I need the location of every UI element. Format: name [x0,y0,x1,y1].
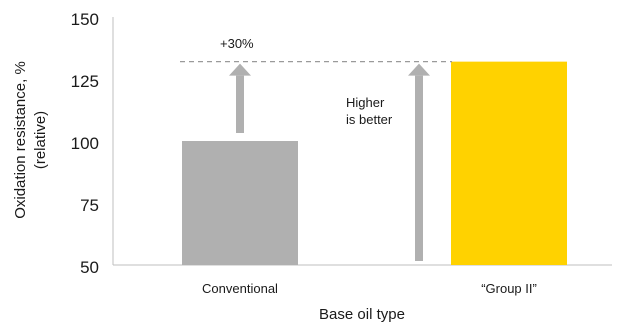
y-tick-label-150: 150 [71,10,99,29]
y-axis-ticks: 50 75 100 125 150 [71,10,99,277]
bar-conventional [182,141,298,265]
x-tick-label-group-ii: “Group II” [481,281,537,296]
bar-group-ii [451,61,567,265]
improvement-arrow-shaft [236,75,244,133]
y-axis-title-line2: (relative) [32,111,49,169]
higher-annotation-line1: Higher [346,95,385,110]
higher-is-better-arrow [408,63,430,261]
y-tick-label-100: 100 [71,134,99,153]
higher-annotation-line2: is better [346,112,393,127]
y-axis-title-line1: Oxidation resistance, % [12,61,29,219]
improvement-arrow [229,63,251,133]
improvement-arrow-head [229,63,251,76]
bars-group [182,61,567,265]
y-tick-label-75: 75 [80,196,99,215]
improvement-annotation: +30% [220,36,254,51]
x-tick-label-conventional: Conventional [202,281,278,296]
y-tick-label-50: 50 [80,258,99,277]
x-axis-title: Base oil type [319,306,405,323]
y-tick-label-125: 125 [71,72,99,91]
higher-is-better-arrow-shaft [415,75,423,261]
higher-is-better-arrow-head [408,63,430,76]
